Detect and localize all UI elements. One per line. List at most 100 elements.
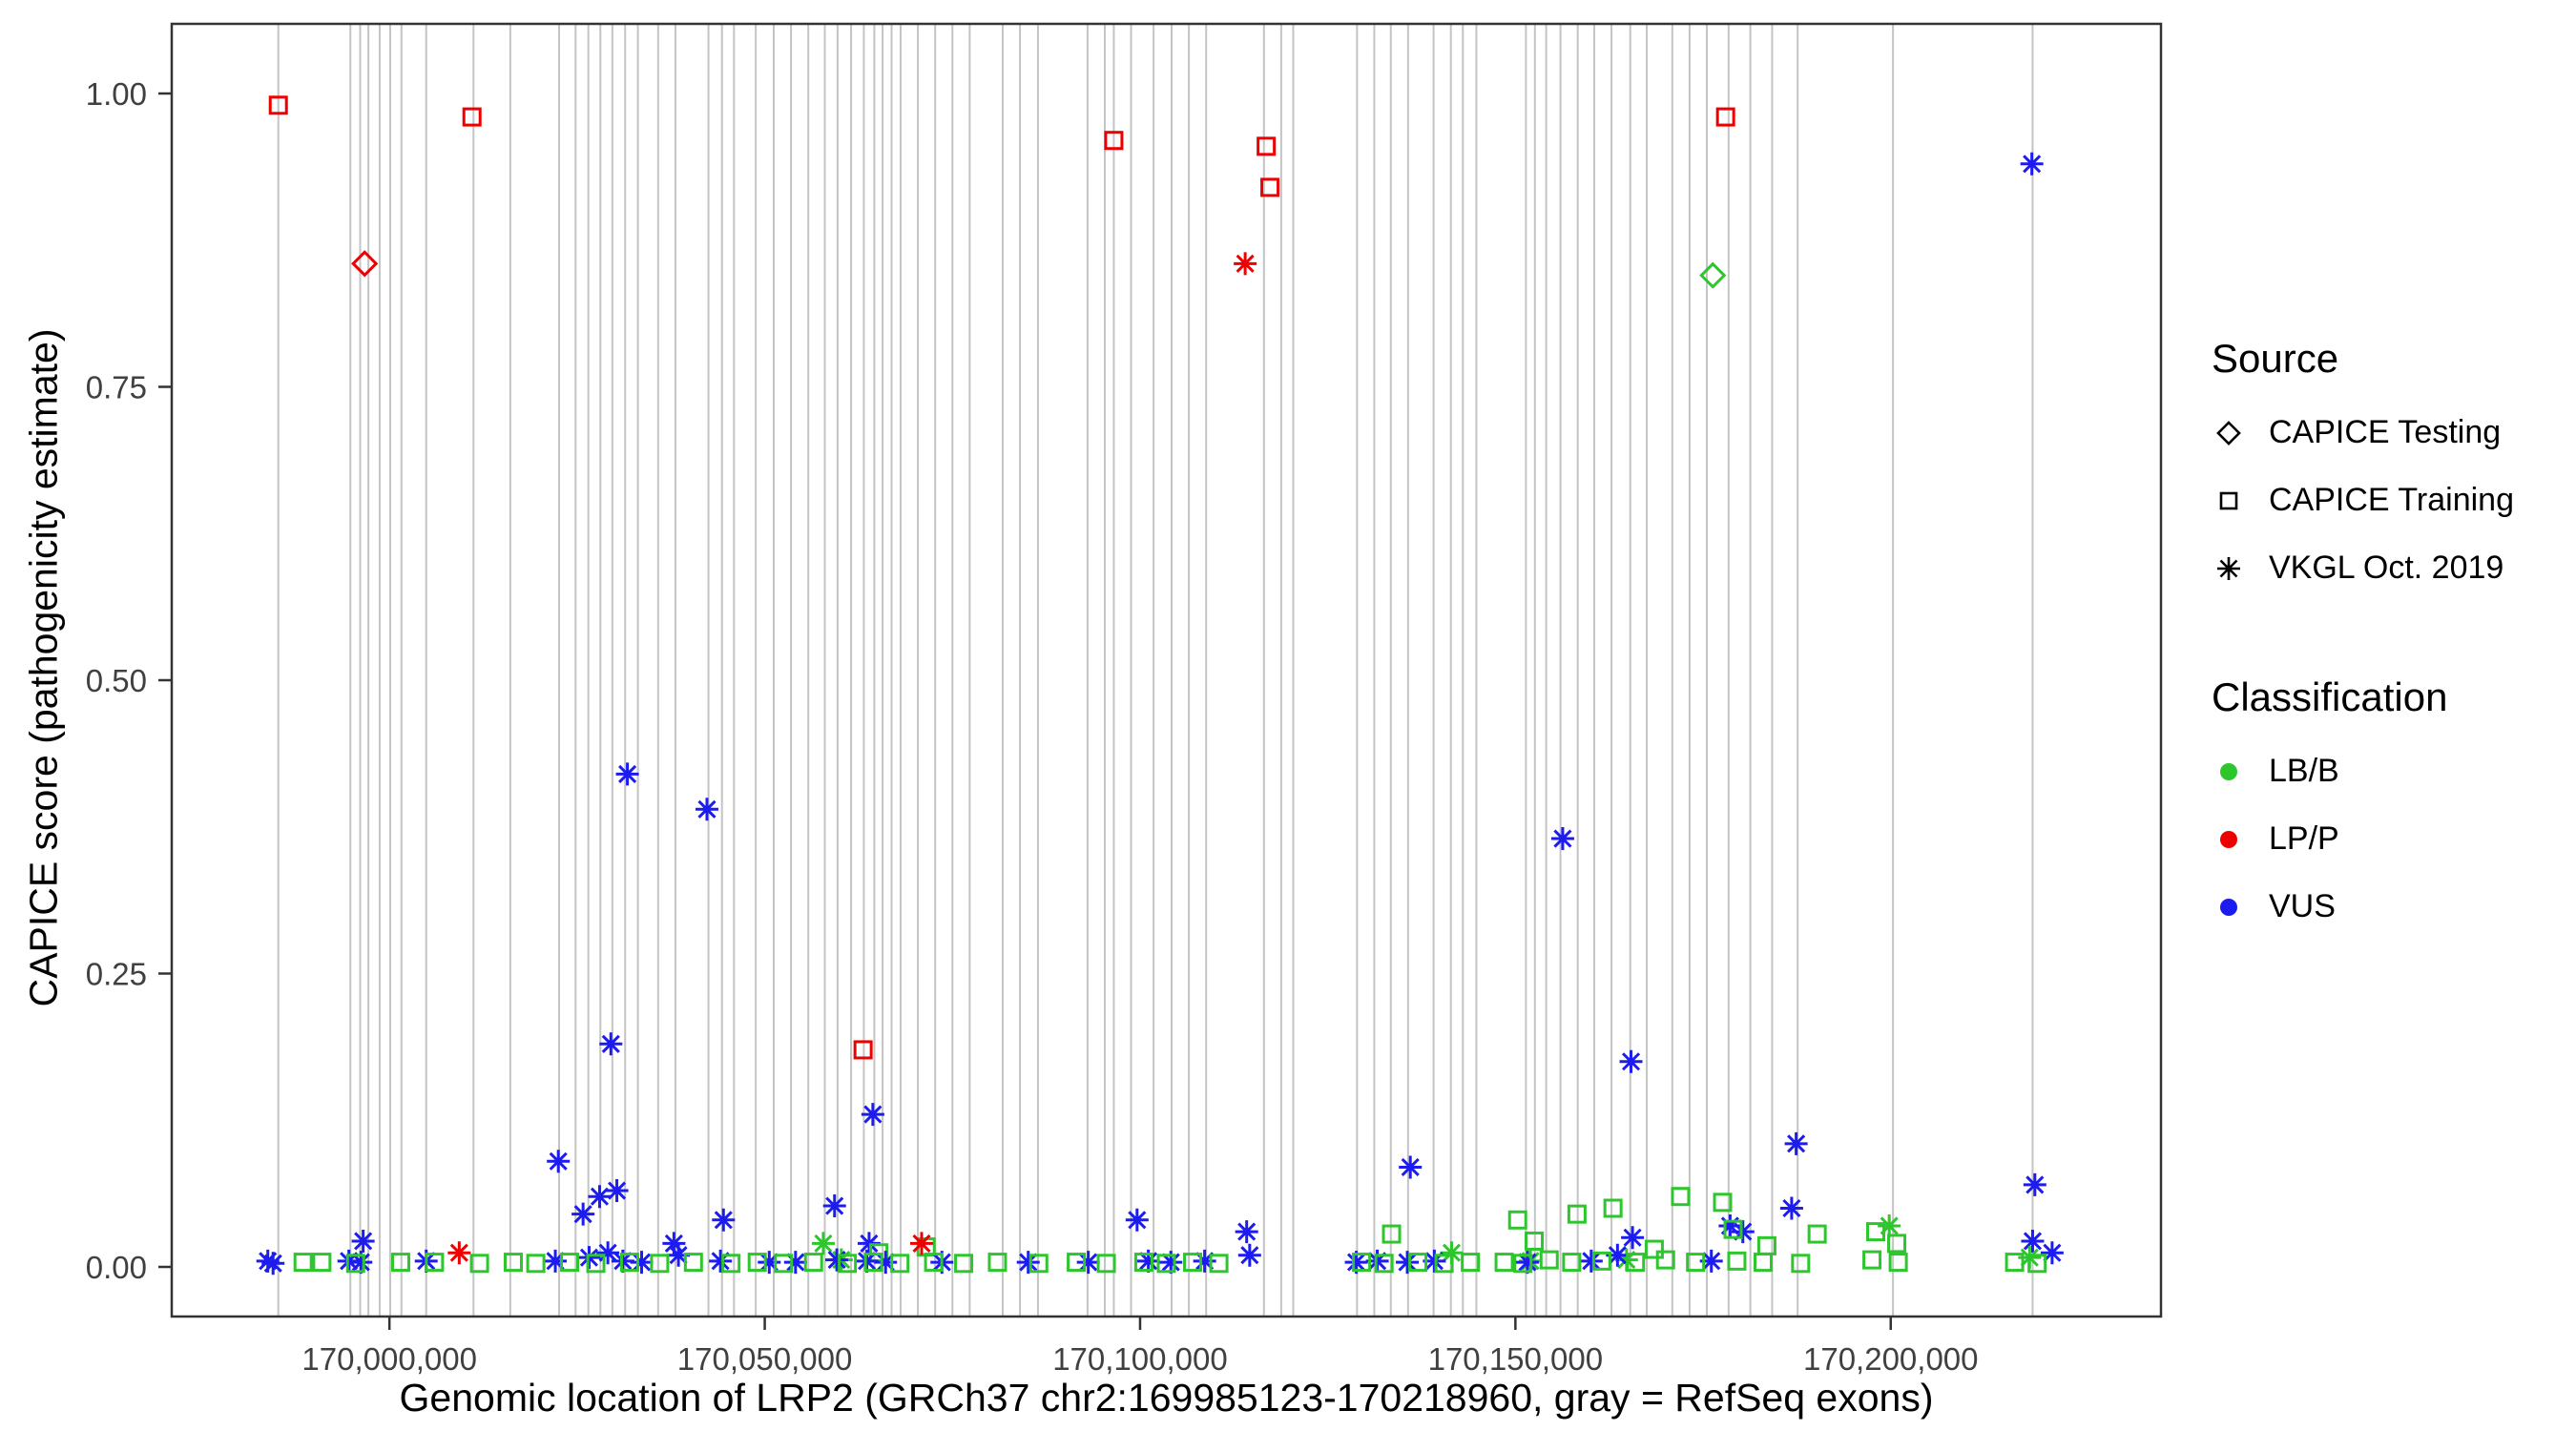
data-point-train (1626, 1253, 1646, 1273)
data-point-train (425, 1253, 445, 1273)
data-point-vkgl (712, 1208, 736, 1232)
x-tick-label: 170,100,000 (1052, 1341, 1228, 1377)
data-point-train (1713, 1192, 1733, 1213)
square-icon (2219, 491, 2238, 509)
data-point-train (1067, 1253, 1087, 1273)
data-point-test (1699, 261, 1727, 289)
legend-item-label: VKGL Oct. 2019 (2269, 550, 2504, 586)
exon-lines-layer (277, 24, 2034, 1317)
data-point-train (1644, 1239, 1664, 1259)
x-axis: 170,000,000 170,050,000 170,100,000 170,150… (301, 1317, 1979, 1377)
data-point-vkgl (1396, 1251, 1420, 1275)
y-axis-title: CAPICE score (pathogenicity estimate) (21, 328, 66, 1007)
data-point-vkgl (1125, 1208, 1149, 1232)
legend-item-label: CAPICE Testing (2269, 414, 2502, 450)
data-point-train (1887, 1234, 1907, 1254)
data-point-train (803, 1253, 823, 1273)
data-point-train (268, 95, 288, 115)
data-point-train (1381, 1224, 1402, 1244)
data-point-train (924, 1253, 944, 1273)
data-point-vkgl (1423, 1249, 1446, 1273)
data-point-train (853, 1040, 873, 1060)
data-point-train (1862, 1250, 1882, 1270)
legend-item-vkgl: VKGL Oct. 2019 (2212, 550, 2514, 587)
y-axis: 0.00 0.25 0.50 0.75 1.00 (86, 76, 172, 1285)
data-point-vkgl (349, 1251, 373, 1275)
data-point-train (462, 107, 482, 127)
data-point-train (1156, 1254, 1176, 1274)
data-point-vkgl (1440, 1241, 1464, 1265)
data-point-train (1028, 1254, 1049, 1274)
blue-dot-icon (2220, 898, 2237, 916)
data-point-vkgl (1076, 1251, 1100, 1275)
data-point-train (1260, 177, 1280, 197)
data-point-vkgl (1606, 1243, 1630, 1267)
data-point-vkgl (2021, 1229, 2045, 1253)
y-tick-label: 0.50 (86, 663, 147, 698)
data-point-train (721, 1254, 741, 1274)
data-point-train (1591, 1251, 1611, 1271)
legend-item-label: CAPICE Training (2269, 482, 2514, 518)
data-point-vkgl (1718, 1213, 1742, 1237)
legend-item-capice-training: CAPICE Training (2212, 482, 2514, 519)
data-point-vkgl (1016, 1251, 1040, 1275)
data-point-vkgl (825, 1248, 849, 1272)
data-point-vkgl (822, 1194, 846, 1218)
y-tick-label: 0.25 (86, 957, 147, 992)
data-point-vkgl (662, 1232, 686, 1255)
data-point-vkgl (571, 1202, 595, 1226)
legend-item-label: LB/B (2269, 753, 2339, 789)
data-point-vkgl (857, 1232, 881, 1255)
data-point-train (1715, 107, 1735, 127)
data-point-train (1567, 1204, 1587, 1224)
data-point-vkgl (1699, 1249, 1723, 1273)
data-point-vkgl (783, 1251, 807, 1275)
data-point-train (1888, 1253, 1908, 1273)
legend-item-label: LP/P (2269, 820, 2339, 857)
data-point-train (747, 1253, 767, 1273)
data-points-layer (256, 95, 2064, 1275)
data-point-vkgl (1159, 1251, 1183, 1275)
data-point-vkgl (1193, 1249, 1216, 1273)
y-tick-label: 0.75 (86, 370, 147, 405)
data-point-train (1727, 1251, 1747, 1271)
data-point-train (1655, 1250, 1675, 1270)
data-point-train (774, 1254, 794, 1274)
data-point-vkgl (2023, 1172, 2046, 1196)
data-point-vkgl (2040, 1241, 2064, 1265)
data-point-vkgl (1619, 1049, 1643, 1073)
data-point-vkgl (447, 1241, 471, 1265)
data-point-train (954, 1254, 974, 1274)
legend-item-capice-testing: CAPICE Testing (2212, 414, 2514, 451)
data-point-train (586, 1254, 606, 1274)
data-point-train (1104, 131, 1124, 151)
data-point-train (1209, 1254, 1229, 1274)
data-point-train (1807, 1224, 1827, 1244)
asterisk-icon (2217, 556, 2240, 580)
data-point-train (390, 1253, 410, 1273)
x-tick-label: 170,150,000 (1428, 1341, 1604, 1377)
data-point-train (1686, 1253, 1706, 1273)
data-point-train (293, 1253, 313, 1273)
data-point-train (1133, 1253, 1153, 1273)
data-point-vkgl (1878, 1213, 1901, 1237)
data-point-train (1494, 1253, 1514, 1273)
data-point-vkgl (544, 1249, 568, 1273)
x-tick-label: 170,200,000 (1803, 1341, 1979, 1377)
x-tick-label: 170,000,000 (301, 1341, 477, 1377)
data-point-vkgl (1784, 1131, 1808, 1155)
data-point-vkgl (605, 1179, 629, 1203)
data-point-train (1183, 1253, 1203, 1273)
data-point-train (1562, 1253, 1582, 1273)
data-point-train (1539, 1250, 1559, 1270)
data-point-train (1257, 136, 1277, 156)
data-point-train (345, 1254, 365, 1274)
data-point-train (650, 1254, 670, 1274)
legend-item-lpp: LP/P (2212, 820, 2514, 858)
data-point-vkgl (588, 1185, 612, 1209)
data-point-vkgl (1579, 1249, 1603, 1273)
data-point-train (526, 1254, 546, 1274)
data-point-vkgl (596, 1241, 620, 1265)
data-point-vkgl (1515, 1251, 1539, 1275)
panel-border (170, 22, 2163, 1318)
